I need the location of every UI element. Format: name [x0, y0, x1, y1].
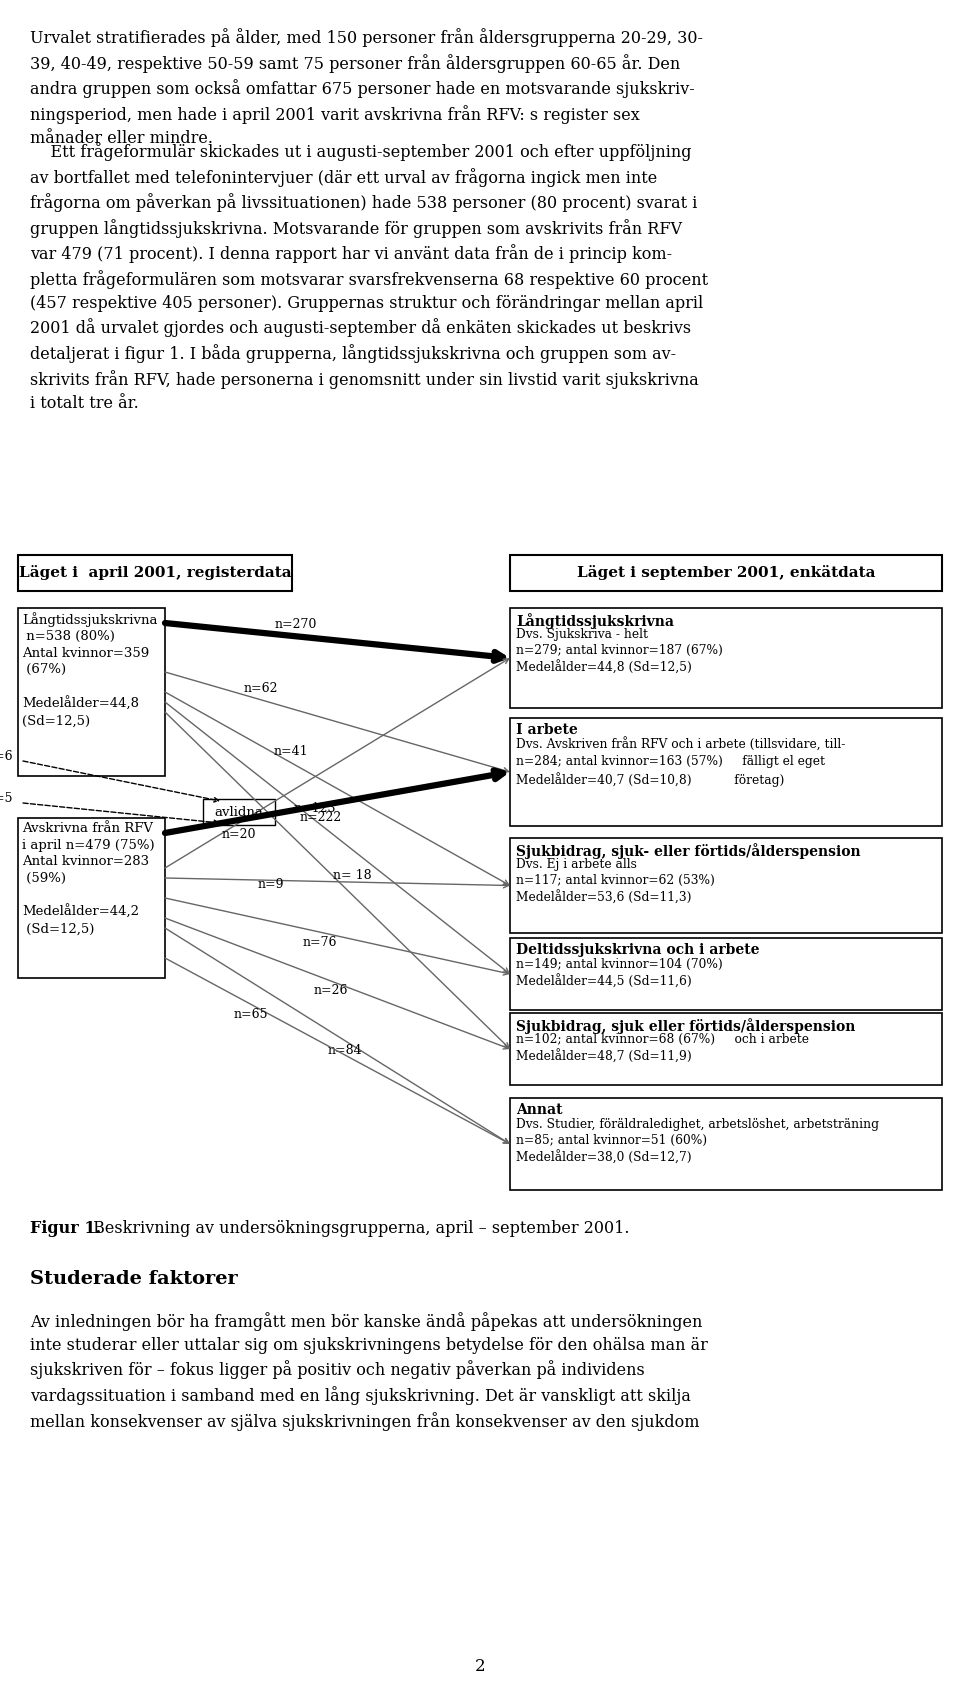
- Text: n=26: n=26: [313, 984, 348, 998]
- Text: Dvs. Avskriven från RFV och i arbete (tillsvidare, till-
n=284; antal kvinnor=16: Dvs. Avskriven från RFV och i arbete (ti…: [516, 738, 846, 787]
- Text: Sjukbidrag, sjuk eller förtids/ålderspension: Sjukbidrag, sjuk eller förtids/ålderspen…: [516, 1018, 855, 1035]
- FancyBboxPatch shape: [203, 798, 275, 825]
- Text: n=9: n=9: [257, 878, 284, 891]
- FancyBboxPatch shape: [18, 608, 165, 776]
- Text: Deltidssjukskrivna och i arbete: Deltidssjukskrivna och i arbete: [516, 944, 759, 957]
- Text: n=65: n=65: [234, 1008, 269, 1021]
- Text: n= 18: n= 18: [333, 869, 372, 883]
- Text: avlidna: avlidna: [215, 805, 263, 819]
- Text: 2: 2: [474, 1658, 486, 1674]
- Text: n=84: n=84: [327, 1043, 362, 1057]
- Text: Sjukbidrag, sjuk- eller förtids/ålderspension: Sjukbidrag, sjuk- eller förtids/ålderspe…: [516, 842, 860, 859]
- FancyBboxPatch shape: [510, 837, 942, 933]
- Text: Urvalet stratifierades på ålder, med 150 personer från åldersgrupperna 20-29, 30: Urvalet stratifierades på ålder, med 150…: [30, 29, 703, 147]
- Text: Läget i september 2001, enkätdata: Läget i september 2001, enkätdata: [577, 565, 876, 581]
- FancyBboxPatch shape: [18, 819, 165, 977]
- Text: I arbete: I arbete: [516, 722, 578, 738]
- Text: Dvs. Studier, föräldraledighet, arbetslöshet, arbetsträning
n=85; antal kvinnor=: Dvs. Studier, föräldraledighet, arbetslö…: [516, 1117, 879, 1165]
- FancyBboxPatch shape: [510, 939, 942, 1009]
- Text: n=41: n=41: [274, 744, 308, 758]
- Text: n=5: n=5: [0, 792, 13, 805]
- Text: Långtidssjukskrivna
 n=538 (80%)
Antal kvinnor=359
 (67%)

Medelålder=44,8
(Sd=1: Långtidssjukskrivna n=538 (80%) Antal kv…: [22, 613, 157, 728]
- Text: n=222: n=222: [300, 810, 342, 824]
- Text: n=270: n=270: [275, 618, 318, 631]
- FancyBboxPatch shape: [510, 1097, 942, 1190]
- Text: n=6: n=6: [0, 749, 13, 763]
- Text: Figur 1.: Figur 1.: [30, 1220, 101, 1237]
- Text: Annat: Annat: [516, 1102, 563, 1117]
- Text: Avskrivna från RFV
i april n=479 (75%)
Antal kvinnor=283
 (59%)

Medelålder=44,2: Avskrivna från RFV i april n=479 (75%) A…: [22, 822, 155, 935]
- Text: n=76: n=76: [303, 935, 338, 949]
- FancyBboxPatch shape: [18, 555, 292, 591]
- Text: Läget i  april 2001, registerdata: Läget i april 2001, registerdata: [18, 565, 291, 581]
- Text: Dvs. Sjukskriva - helt
n=279; antal kvinnor=187 (67%)
Medelålder=44,8 (Sd=12,5): Dvs. Sjukskriva - helt n=279; antal kvin…: [516, 628, 723, 675]
- Text: Långtidssjukskrivna: Långtidssjukskrivna: [516, 613, 674, 630]
- Text: Studerade faktorer: Studerade faktorer: [30, 1269, 238, 1288]
- FancyBboxPatch shape: [510, 608, 942, 707]
- Text: Ett frågeformulär skickades ut i augusti-september 2001 och efter uppföljning
av: Ett frågeformulär skickades ut i augusti…: [30, 142, 708, 412]
- Text: n=123: n=123: [294, 802, 336, 815]
- FancyBboxPatch shape: [510, 1013, 942, 1085]
- Text: Beskrivning av undersökningsgrupperna, april – september 2001.: Beskrivning av undersökningsgrupperna, a…: [88, 1220, 630, 1237]
- FancyBboxPatch shape: [510, 717, 942, 825]
- Text: n=20: n=20: [222, 827, 256, 841]
- FancyBboxPatch shape: [510, 555, 942, 591]
- Text: Dvs. Ej i arbete alls
n=117; antal kvinnor=62 (53%)
Medelålder=53,6 (Sd=11,3): Dvs. Ej i arbete alls n=117; antal kvinn…: [516, 858, 715, 905]
- Text: n=102; antal kvinnor=68 (67%)     och i arbete
Medelålder=48,7 (Sd=11,9): n=102; antal kvinnor=68 (67%) och i arbe…: [516, 1033, 809, 1063]
- Text: n=149; antal kvinnor=104 (70%)
Medelålder=44,5 (Sd=11,6): n=149; antal kvinnor=104 (70%) Medelålde…: [516, 959, 723, 989]
- Text: n=62: n=62: [244, 682, 278, 695]
- Text: Av inledningen bör ha framgått men bör kanske ändå påpekas att undersökningen
in: Av inledningen bör ha framgått men bör k…: [30, 1312, 708, 1431]
